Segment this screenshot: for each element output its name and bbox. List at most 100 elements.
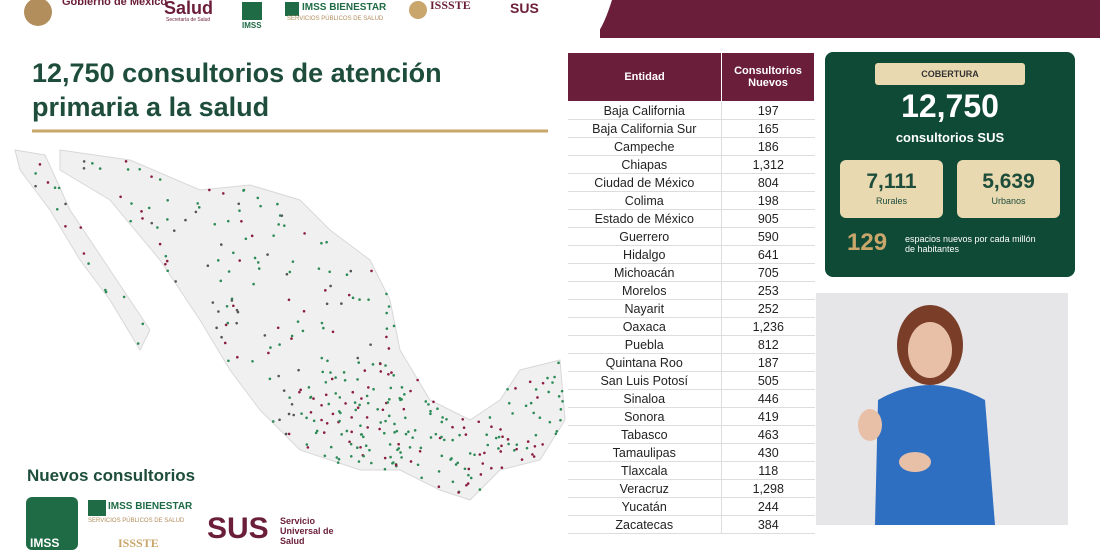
map-dot [64, 225, 67, 228]
count-cell: 198 [721, 191, 815, 210]
map-dot [290, 337, 293, 340]
map-dot [284, 432, 288, 436]
count-cell: 430 [721, 443, 815, 462]
map-dot [387, 305, 391, 308]
map-dot [282, 389, 286, 392]
map-dot [297, 368, 300, 372]
map-dot [174, 280, 177, 283]
count-cell: 1,236 [721, 317, 815, 336]
map-dot [219, 243, 223, 246]
map-dot [559, 418, 562, 422]
map-dot [378, 427, 381, 431]
count-cell: 463 [721, 425, 815, 444]
title: 12,750 consultorios de atención primaria… [32, 58, 442, 122]
map-dot [122, 295, 126, 299]
table: Entidad Consultorios Nuevos Baja Californi… [567, 52, 815, 534]
coverage-total-label: consultorios SUS [895, 130, 1005, 145]
map-dot [376, 408, 379, 411]
rural-value: 7,111 [866, 170, 917, 193]
map-dot [411, 436, 414, 439]
map-dot [140, 210, 143, 213]
map-dot [320, 418, 323, 422]
map-dot [372, 387, 375, 391]
map-baja [14, 149, 151, 352]
table-row: Baja California Sur 165 [567, 119, 815, 138]
table-row: Oaxaca 1,236 [567, 317, 815, 336]
state-cell: Sinaloa [567, 389, 722, 408]
map-dot [227, 270, 231, 273]
map-dot [379, 370, 383, 373]
coverage-label: COBERTURA [921, 69, 979, 79]
map-dot [271, 420, 275, 423]
map-dot [309, 396, 312, 399]
map-dot [560, 389, 564, 393]
map-dot [473, 453, 476, 457]
map-dot [392, 324, 396, 328]
count-cell: 244 [721, 497, 815, 516]
map-dot [385, 311, 388, 315]
map-dot [46, 181, 50, 184]
map-dot [389, 455, 392, 459]
map-dot [363, 369, 367, 372]
state-cell: Yucatán [567, 497, 722, 516]
map-dot [325, 240, 328, 244]
count-cell: 812 [721, 335, 815, 354]
map-dot [477, 420, 481, 424]
map-dot [461, 418, 465, 421]
map-dot [454, 463, 458, 466]
map-dot [440, 435, 443, 439]
count-cell: 165 [721, 119, 815, 138]
map-dot [147, 206, 151, 210]
map-dot [403, 416, 407, 420]
map-dot [359, 424, 362, 427]
map-dot [365, 394, 369, 398]
map-dot [184, 218, 187, 222]
state-cell: Zacatecas [567, 515, 722, 534]
map-dot [197, 206, 201, 209]
map-dot [196, 202, 200, 205]
map-dot [235, 308, 239, 312]
map-dot [350, 430, 353, 434]
map-dot [457, 491, 460, 494]
map-dot [330, 377, 334, 381]
state-cell: Tabasco [567, 425, 722, 444]
map-dot [321, 370, 325, 374]
map-dot [385, 335, 388, 339]
map-dot [429, 436, 433, 439]
table-row: Tabasco 463 [567, 425, 815, 444]
map-dot [312, 397, 315, 400]
map-dot [362, 454, 365, 458]
map-dot [499, 450, 503, 453]
map-dot [282, 224, 286, 227]
rural-label: Rurales [875, 196, 907, 206]
map-dot [490, 466, 493, 470]
map-dot [364, 444, 368, 447]
state-cell: Nayarit [567, 299, 722, 318]
state-cell: Tamaulipas [567, 443, 722, 462]
map-dot [285, 272, 289, 276]
map-dot [53, 186, 57, 189]
map-dot [360, 397, 363, 400]
count-cell: 590 [721, 227, 815, 246]
map-dot [87, 262, 90, 265]
map-dot [320, 356, 324, 360]
map-dot [367, 386, 370, 389]
urban-box [957, 160, 1060, 218]
table-row: Quintana Roo 187 [567, 353, 815, 372]
map-dot [534, 433, 538, 437]
table-row: Chiapas 1,312 [567, 155, 815, 174]
map-dot [141, 322, 145, 326]
map-dot [354, 408, 358, 412]
map-dot [490, 425, 493, 429]
map-dot [331, 330, 335, 334]
map-dot [397, 447, 401, 450]
map-dot [436, 407, 439, 411]
map-dot [526, 440, 530, 443]
table-row: Morelos 253 [567, 281, 815, 300]
map-dot [387, 398, 391, 401]
map-dot [507, 401, 511, 405]
count-cell: 187 [721, 353, 815, 372]
map-dot [429, 412, 432, 416]
map-dot [242, 188, 246, 192]
map-dot [511, 412, 514, 415]
